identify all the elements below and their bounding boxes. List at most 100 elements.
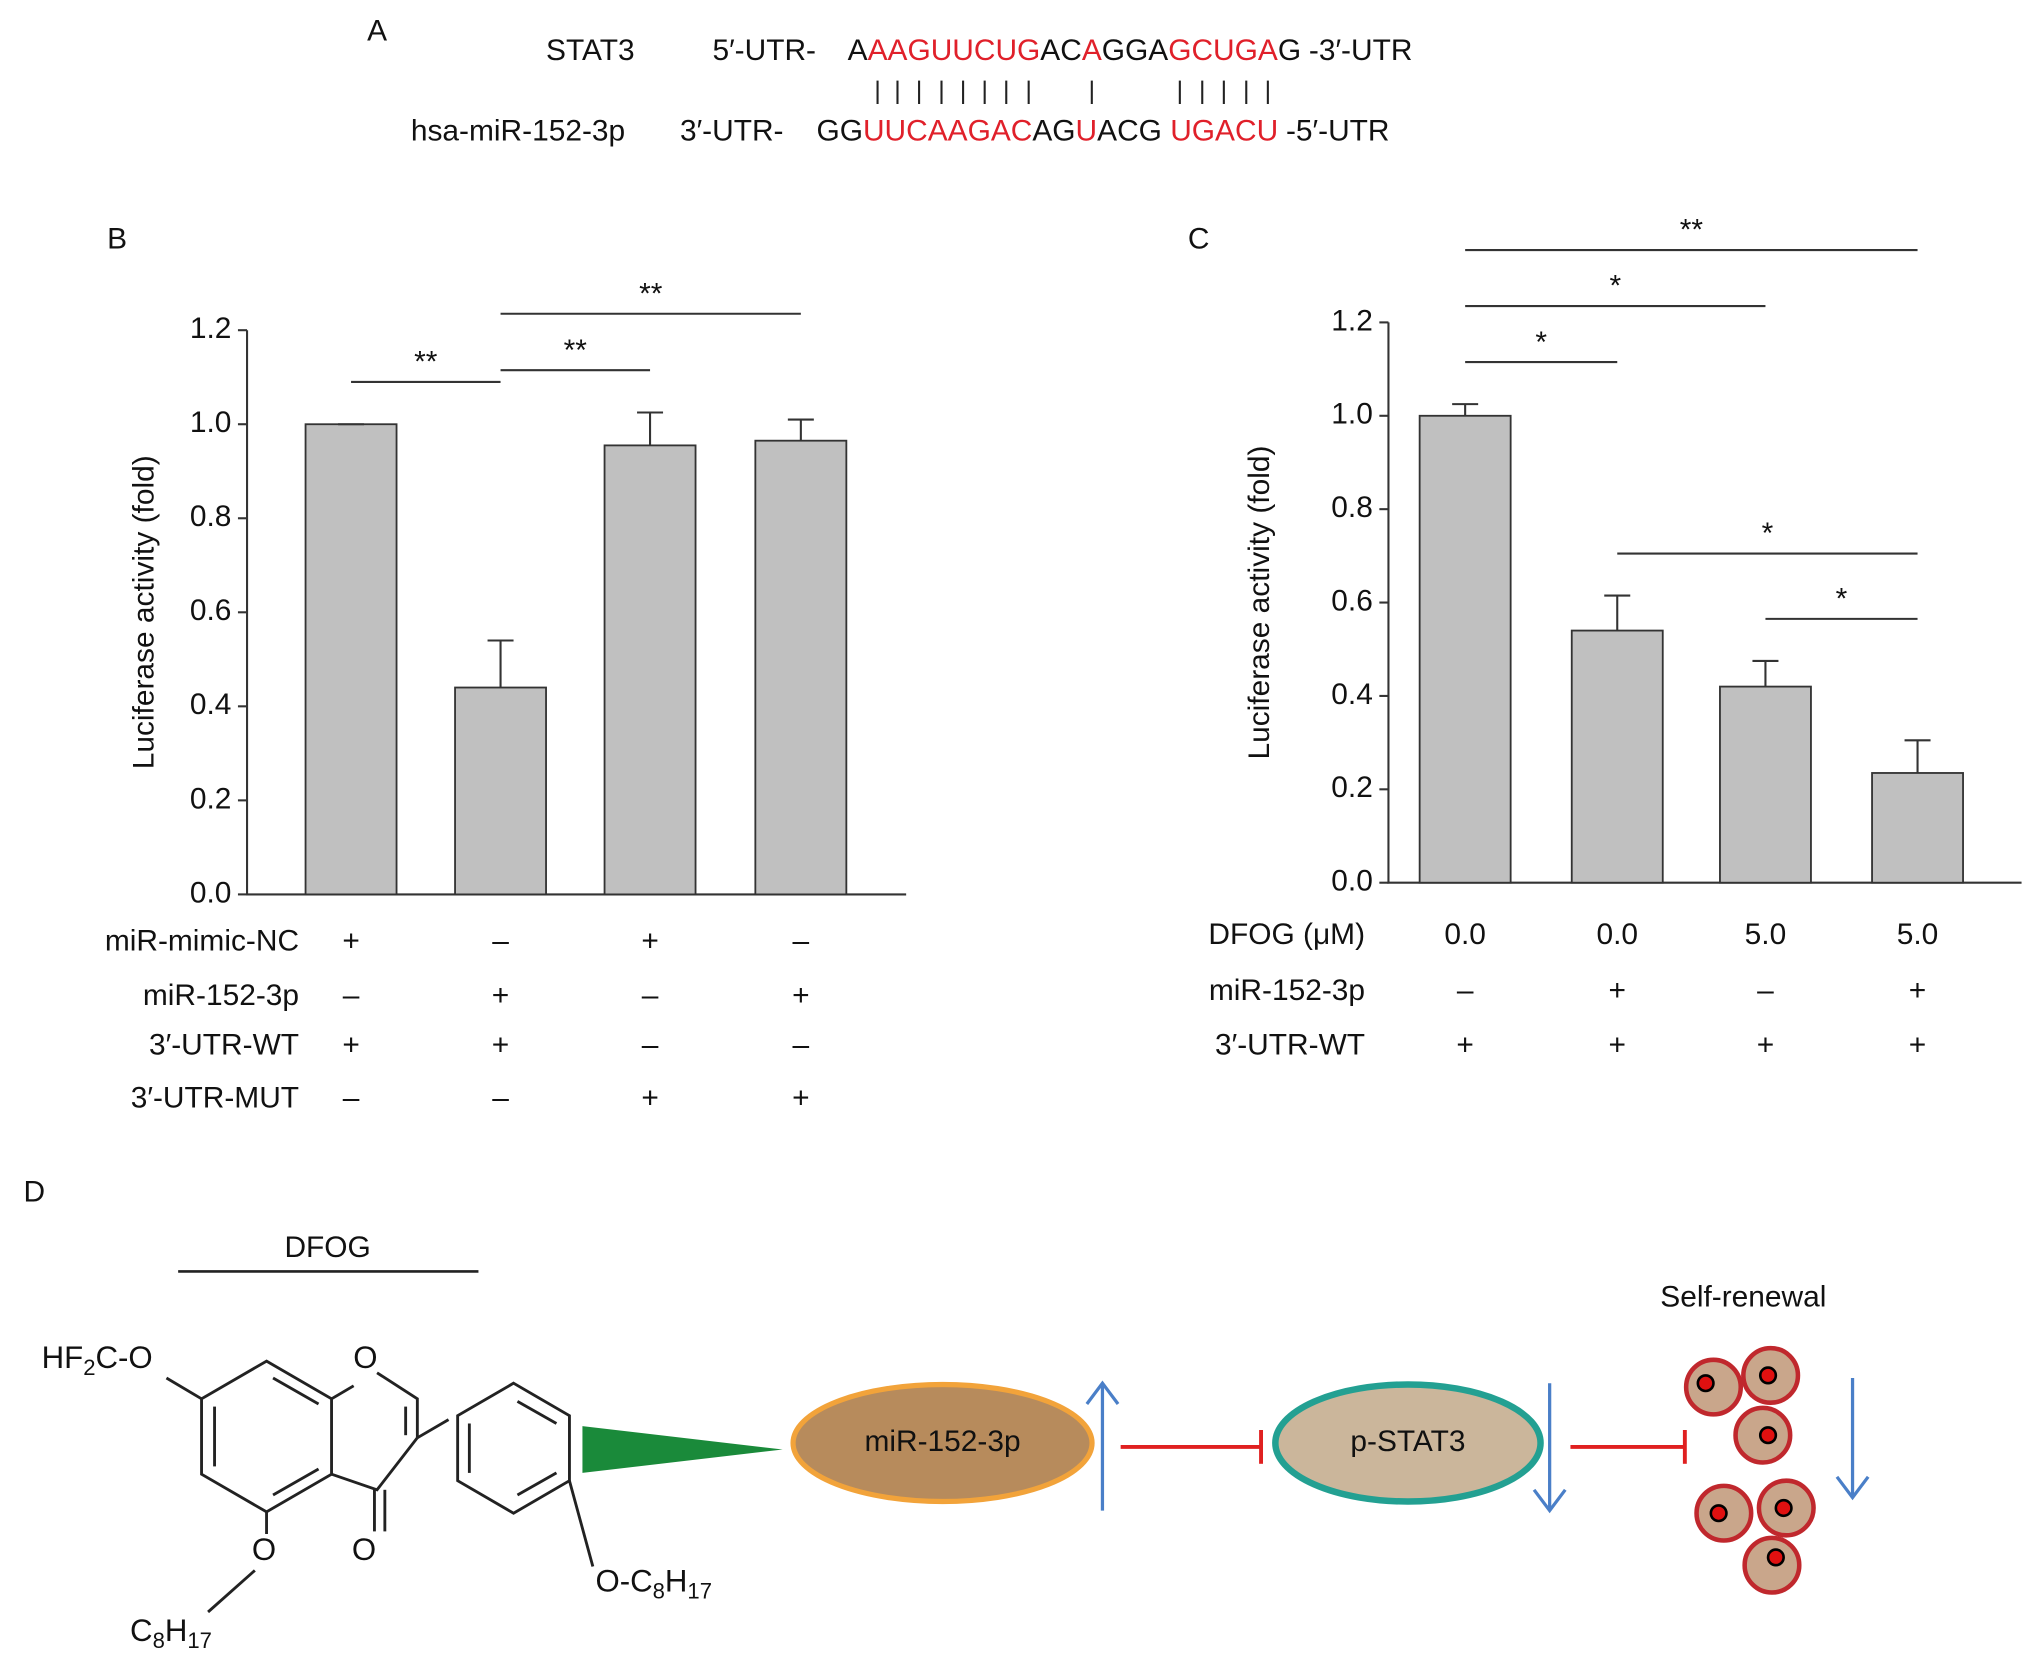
node-label: miR-152-3p xyxy=(864,1425,1020,1458)
condition-name: 3′-UTR-WT xyxy=(1215,1028,1365,1061)
condition-value: – xyxy=(793,924,810,957)
bar xyxy=(1418,414,1512,884)
panel-label: B xyxy=(107,222,127,255)
formula-part: H xyxy=(165,1613,188,1648)
condition-value: – xyxy=(492,924,509,957)
node-ellipse xyxy=(790,1381,1095,1505)
condition-value: 0.0 xyxy=(1596,918,1638,951)
y-tick-label: 0.6 xyxy=(190,594,232,627)
sequence-end: -3′-UTR xyxy=(1309,34,1413,67)
inhibition-arrow xyxy=(1120,1430,1263,1464)
formula-part: 8 xyxy=(653,1578,665,1603)
sequence-segment: ACG xyxy=(1097,114,1170,147)
sequence-segment: UGACU xyxy=(1170,114,1278,147)
condition-name: miR-mimic-NC xyxy=(105,924,299,957)
sequence-start: 3′-UTR- xyxy=(680,114,784,147)
condition-value: – xyxy=(642,979,659,1012)
compound-name: DFOG xyxy=(284,1231,370,1264)
inhibition-arrow xyxy=(1570,1430,1687,1464)
error-bar xyxy=(637,411,664,446)
y-tick-label: 0.8 xyxy=(1331,491,1373,524)
y-tick-label: 0.2 xyxy=(190,782,232,815)
y-tick-label: 1.2 xyxy=(190,312,232,345)
condition-name: 3′-UTR-MUT xyxy=(131,1082,299,1115)
condition-value: + xyxy=(1456,1028,1473,1061)
formula-part: HF xyxy=(42,1340,84,1375)
bar xyxy=(1719,685,1812,884)
error-bar xyxy=(1452,403,1479,416)
condition-value: – xyxy=(642,1028,659,1061)
down-arrow xyxy=(1835,1378,1870,1501)
bar xyxy=(1570,629,1664,884)
panel-label: A xyxy=(367,14,387,47)
sequence-segment: GCUGA xyxy=(1168,34,1278,67)
panel-label: C xyxy=(1188,222,1210,255)
error-bar xyxy=(1904,739,1931,773)
sequence-segment: GG xyxy=(816,114,863,147)
bar xyxy=(304,423,398,896)
formula-part: H xyxy=(665,1564,688,1599)
significance-label: ** xyxy=(564,334,588,367)
condition-value: 0.0 xyxy=(1444,918,1486,951)
sequence-segment: G xyxy=(1278,34,1301,67)
sequence-segment: AC xyxy=(1040,34,1082,67)
formula-part: O-C xyxy=(595,1564,652,1599)
significance-label: * xyxy=(1535,326,1547,359)
condition-value: – xyxy=(343,979,360,1012)
y-tick-label: 1.0 xyxy=(190,406,232,439)
sequence-segment: A xyxy=(1082,34,1102,67)
sequence-segment: AG xyxy=(1032,114,1075,147)
sequence-segment: AAGUUCUG xyxy=(868,34,1041,67)
condition-value: + xyxy=(1609,1028,1626,1061)
sequence-segment: GGA xyxy=(1102,34,1168,67)
arrow-triangle xyxy=(582,1426,783,1473)
condition-value: + xyxy=(1909,974,1926,1007)
y-axis-label: Luciferase activity (fold) xyxy=(128,455,161,769)
sequence-segment: UUCAAGAC xyxy=(863,114,1032,147)
formula-label: C8H17 xyxy=(130,1613,212,1653)
significance-label: ** xyxy=(414,346,438,379)
formula-label: O xyxy=(353,1340,377,1375)
significance-label: ** xyxy=(639,277,663,310)
formula-part: 17 xyxy=(687,1578,712,1603)
error-bar xyxy=(1752,659,1779,687)
condition-value: – xyxy=(492,1082,509,1115)
condition-value: + xyxy=(641,1082,658,1115)
condition-value: 5.0 xyxy=(1897,918,1939,951)
condition-value: 5.0 xyxy=(1745,918,1787,951)
sequence-name: STAT3 xyxy=(546,34,635,67)
condition-name: miR-152-3p xyxy=(1209,974,1365,1007)
formula-label: O xyxy=(352,1532,376,1567)
sequence-segment: A xyxy=(848,34,868,67)
condition-value: + xyxy=(1609,974,1626,1007)
sequence: AAAGUUCUGACAGGAGCUGAG -3′-UTR xyxy=(848,34,1413,67)
up-arrow xyxy=(1085,1380,1120,1511)
condition-value: + xyxy=(1909,1028,1926,1061)
condition-value: + xyxy=(641,924,658,957)
condition-value: + xyxy=(342,924,359,957)
formula-part: C-O xyxy=(96,1340,153,1375)
y-axis-label: Luciferase activity (fold) xyxy=(1243,446,1276,760)
formula-part: C xyxy=(130,1613,153,1648)
formula-part: O xyxy=(353,1340,377,1375)
condition-value: + xyxy=(492,1028,509,1061)
y-tick-label: 0.0 xyxy=(1331,865,1373,898)
formula-part: O xyxy=(252,1532,276,1567)
condition-name: DFOG (μM) xyxy=(1208,918,1365,951)
sequence-start: 5′-UTR- xyxy=(712,34,816,67)
y-tick-label: 1.0 xyxy=(1331,398,1373,431)
condition-value: + xyxy=(792,1082,809,1115)
formula-part: 17 xyxy=(187,1628,212,1653)
error-bar xyxy=(487,639,514,688)
formula-label: O xyxy=(252,1532,276,1567)
bar xyxy=(1871,772,1964,884)
y-tick-label: 0.4 xyxy=(190,688,232,721)
condition-value: + xyxy=(792,979,809,1012)
formula-part: 2 xyxy=(83,1355,95,1380)
error-bar xyxy=(787,418,814,441)
down-arrow xyxy=(1532,1383,1567,1514)
formula-part: 8 xyxy=(153,1628,165,1653)
significance-label: * xyxy=(1836,583,1848,616)
condition-name: miR-152-3p xyxy=(143,979,299,1012)
